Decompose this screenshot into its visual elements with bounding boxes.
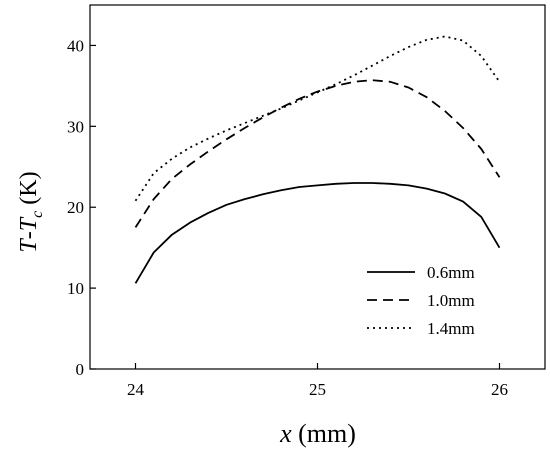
x-axis-title: x (mm) <box>279 419 356 448</box>
y-tick-label: 10 <box>67 279 84 298</box>
x-axis-title-var: x <box>279 419 292 448</box>
y-axis-title: T-Tc (K) <box>16 171 46 252</box>
ticks-layer: 24 25 26 0 10 20 30 40 <box>67 36 508 399</box>
y-axis-title-unit: (K) <box>16 171 42 210</box>
y-axis-title-dash: - <box>16 231 42 239</box>
x-tick-label: 25 <box>309 380 326 399</box>
x-axis-title-unit: (mm) <box>292 419 356 448</box>
y-axis-title-var2: T <box>16 216 42 231</box>
y-axis-title-var: T <box>16 238 42 253</box>
legend: 0.6mm 1.0mm 1.4mm <box>367 263 475 338</box>
series-line-3 <box>134 35 501 202</box>
legend-label-3: 1.4mm <box>427 319 475 338</box>
y-tick-label: 20 <box>67 198 84 217</box>
legend-label-1: 0.6mm <box>427 263 475 282</box>
x-tick-label: 26 <box>491 380 508 399</box>
y-tick-label: 30 <box>67 117 84 136</box>
legend-label-2: 1.0mm <box>427 291 475 310</box>
y-tick-label: 0 <box>76 360 85 379</box>
x-tick-label: 24 <box>127 380 145 399</box>
y-axis-title-subscript: c <box>29 211 46 218</box>
series-layer <box>134 35 501 284</box>
y-tick-label: 40 <box>67 36 84 55</box>
series-line-1 <box>134 182 501 284</box>
